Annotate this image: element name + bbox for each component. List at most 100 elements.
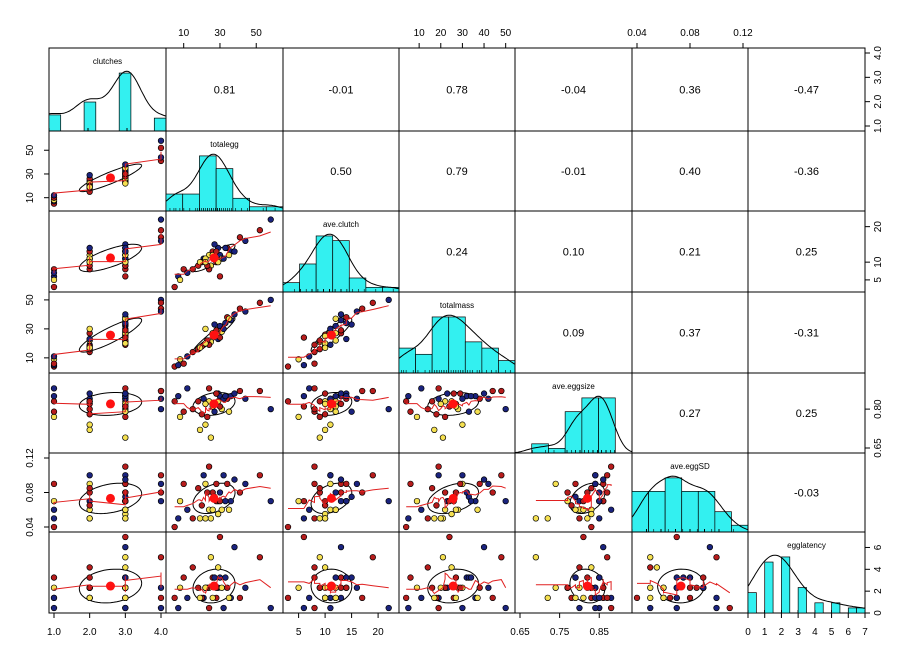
- x-tick-label: 1.0: [47, 627, 61, 638]
- data-point: [600, 543, 607, 551]
- data-point: [435, 395, 442, 402]
- y-tick-label: 2: [873, 588, 884, 594]
- data-point: [231, 248, 238, 255]
- x-tick-label: 30: [214, 28, 226, 39]
- y-tick-label: 6: [873, 544, 884, 550]
- histogram-bar: [199, 155, 217, 212]
- data-point: [216, 273, 224, 280]
- y-tick-label: 0.12: [25, 448, 36, 468]
- panel-border: [48, 531, 167, 614]
- data-point: [647, 554, 654, 561]
- panel-border: [48, 130, 167, 212]
- data-point: [332, 506, 339, 513]
- density-curve: [631, 475, 749, 531]
- y-tick-label: 50: [25, 294, 36, 306]
- histogram-bar: [664, 477, 683, 533]
- data-point: [306, 594, 313, 602]
- data-point: [50, 283, 58, 291]
- panel-ave.eggsize-ave.eggSD: 0.27: [631, 372, 749, 454]
- data-point: [332, 315, 339, 322]
- x-tick-label: 30: [457, 28, 469, 39]
- data-point: [332, 489, 339, 496]
- data-point: [204, 413, 211, 421]
- data-point: [673, 604, 680, 612]
- data-point: [327, 421, 334, 428]
- data-point: [316, 413, 323, 421]
- data-point: [580, 533, 587, 541]
- data-point: [441, 489, 449, 496]
- data-point: [157, 137, 165, 144]
- data-point: [448, 564, 455, 571]
- data-point: [300, 334, 308, 341]
- data-point: [467, 574, 475, 581]
- histogram-bar: [681, 491, 699, 533]
- y-tick-label: 50: [25, 144, 36, 156]
- data-point: [337, 311, 345, 318]
- data-point: [122, 476, 129, 483]
- data-point: [348, 321, 355, 328]
- data-point: [604, 472, 611, 479]
- panel-border: [165, 531, 284, 614]
- data-point: [122, 554, 129, 561]
- data-point: [295, 413, 302, 421]
- data-point: [431, 594, 438, 602]
- data-point: [385, 604, 392, 612]
- panel-border: [48, 452, 167, 533]
- data-point: [337, 584, 345, 591]
- centroid-point: [209, 330, 219, 340]
- data-point: [568, 502, 575, 509]
- data-point: [653, 564, 661, 571]
- data-point: [359, 387, 366, 395]
- data-point: [50, 480, 58, 488]
- data-point: [485, 584, 492, 591]
- panel-ave.clutch-totalmass: 0.24: [398, 210, 516, 293]
- data-point: [213, 390, 220, 397]
- data-point: [242, 480, 249, 488]
- panel-border: [48, 210, 167, 293]
- data-point: [576, 564, 583, 571]
- panel-egglatency-clutches: [48, 531, 167, 614]
- x-tick-label: 10: [320, 627, 332, 638]
- smoothed-trend-line: [535, 484, 612, 512]
- variable-label: totalmass: [440, 301, 474, 310]
- data-point: [50, 506, 58, 513]
- y-tick-label: 0.80: [873, 399, 884, 419]
- data-point: [256, 387, 264, 395]
- panel-ave.eggsize-ave.clutch: [282, 372, 400, 454]
- data-point: [424, 515, 431, 522]
- data-point: [572, 594, 579, 602]
- panel-totalegg-totalegg: totalegg: [165, 130, 284, 212]
- data-point: [300, 497, 308, 505]
- data-point: [267, 216, 274, 223]
- histogram-bar: [315, 235, 334, 293]
- data-point: [489, 489, 496, 496]
- data-point: [202, 421, 209, 428]
- y-tick-label: 4: [873, 566, 884, 572]
- panel-ave.eggSD-ave.clutch: [282, 452, 400, 533]
- data-point: [337, 390, 345, 397]
- data-point: [300, 515, 308, 522]
- x-tick-label: 20: [435, 28, 447, 39]
- data-point: [86, 485, 93, 492]
- data-point: [211, 574, 218, 581]
- data-point: [157, 497, 165, 505]
- smoothed-trend-line: [53, 232, 162, 274]
- panel-ave.eggSD-totalmass: [398, 452, 516, 533]
- data-point: [726, 604, 733, 612]
- panel-ave.clutch-ave.eggsize: 0.10: [514, 210, 633, 293]
- histogram-bar: [564, 411, 583, 454]
- data-point: [211, 241, 218, 248]
- correlation-value: -0.04: [561, 85, 586, 97]
- data-point: [572, 574, 579, 581]
- data-point: [407, 480, 414, 488]
- correlation-value: -0.31: [794, 328, 819, 340]
- centroid-point: [326, 330, 336, 340]
- y-tick-label: 2.0: [873, 94, 884, 108]
- panel-border: [398, 531, 516, 614]
- data-point: [284, 594, 292, 602]
- data-point: [300, 533, 308, 541]
- data-point: [267, 296, 274, 304]
- data-point: [86, 421, 93, 428]
- data-point: [588, 485, 595, 492]
- data-point: [202, 400, 209, 408]
